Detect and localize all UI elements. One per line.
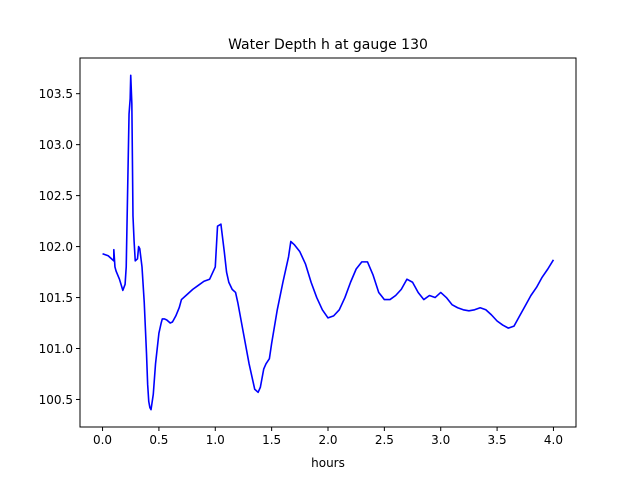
x-tick-label: 3.5 (488, 433, 507, 447)
x-tick-label: 1.0 (206, 433, 225, 447)
x-tick-label: 4.0 (544, 433, 563, 447)
x-tick-label: 1.5 (262, 433, 281, 447)
x-tick-label: 3.0 (431, 433, 450, 447)
x-tick-label: 2.5 (375, 433, 394, 447)
chart-title: Water Depth h at gauge 130 (228, 37, 428, 53)
y-tick-label: 103.0 (39, 138, 73, 152)
y-tick-label: 102.0 (39, 240, 73, 254)
x-axis-label: hours (311, 456, 345, 470)
x-tick-label: 0.0 (93, 433, 112, 447)
y-tick-label: 102.5 (39, 189, 73, 203)
y-tick-label: 101.5 (39, 291, 73, 305)
plot-area (102, 74, 555, 411)
x-tick-label: 2.0 (318, 433, 337, 447)
y-axis: 100.5 101.0 101.5 102.0 102.5 103.0 103.5 (39, 87, 80, 407)
axes-frame (79, 57, 577, 428)
x-axis: 0.0 0.5 1.0 1.5 2.0 2.5 3.0 3.5 4.0 (93, 427, 563, 447)
series-line-0 (102, 74, 555, 411)
y-tick-label: 101.0 (39, 342, 73, 356)
y-tick-label: 100.5 (39, 393, 73, 407)
y-tick-label: 103.5 (39, 87, 73, 101)
x-tick-label: 0.5 (149, 433, 168, 447)
